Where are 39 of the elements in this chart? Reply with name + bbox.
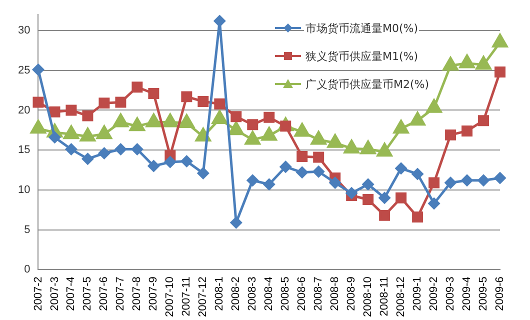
legend-label: 狭义货币供应量M1(%) — [304, 48, 419, 64]
y-tick-label: 25 — [18, 64, 30, 76]
x-tick-label: 2008-10 — [362, 276, 374, 318]
x-tick-label: 2009-2 — [428, 276, 440, 311]
x-tick-label: 2008-11 — [378, 276, 391, 316]
x-tick-label: 2008-12 — [395, 276, 408, 318]
legend-label: 广义货币供应量币M2(%) — [304, 76, 430, 92]
x-tick-label: 2008-5 — [280, 276, 292, 311]
x-tick-label: 2007-2 — [32, 276, 44, 311]
x-tick-label: 2009-6 — [494, 276, 506, 311]
x-tick-label: 2009-1 — [412, 276, 424, 311]
x-tick-label: 2009-4 — [461, 276, 474, 311]
x-tick-label: 2008-1 — [214, 276, 226, 311]
x-tick-label: 2007-3 — [48, 276, 61, 311]
x-tick-label: 2008-8 — [329, 276, 342, 311]
x-tick-label: 2008-6 — [296, 276, 308, 311]
x-tick-label: 2007-10 — [164, 276, 176, 318]
x-tick-label: 2007-5 — [82, 276, 94, 311]
x-tick-label: 2009-5 — [478, 276, 490, 311]
y-tick-label: 10 — [18, 184, 30, 196]
x-tick-label: 2007-7 — [114, 276, 127, 311]
x-tick-label: 2008-4 — [263, 276, 276, 311]
x-tick-label: 2008-3 — [246, 276, 259, 311]
y-tick-label: 30 — [18, 24, 30, 37]
x-tick-label: 2007-4 — [65, 276, 78, 311]
y-tick-label: 15 — [18, 144, 30, 156]
x-tick-label: 2007-12 — [197, 276, 210, 318]
y-tick-label: 5 — [24, 224, 30, 236]
x-tick-label: 2008-7 — [312, 276, 325, 311]
x-tick-label: 2007-6 — [98, 276, 110, 311]
x-tick-label: 2008-9 — [346, 276, 358, 311]
x-tick-label: 2007-9 — [148, 276, 160, 311]
legend-label: 市场货币流通量M0(%) — [304, 20, 419, 36]
x-tick-label: 2008-2 — [230, 276, 242, 311]
y-tick-label: 0 — [24, 264, 30, 276]
y-tick-label: 20 — [18, 104, 30, 116]
x-tick-label: 2009-3 — [444, 276, 457, 311]
x-tick-label: 2007-11 — [180, 276, 193, 316]
x-tick-label: 2007-8 — [131, 276, 144, 311]
